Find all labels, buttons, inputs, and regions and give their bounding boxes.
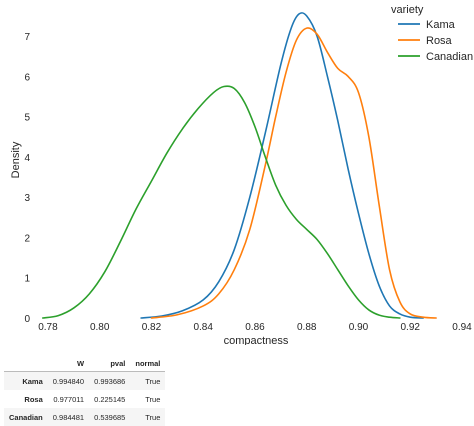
column-header-normal: normal bbox=[130, 355, 166, 372]
row-label: Kama bbox=[22, 376, 43, 386]
density-chart: 0 1 2 3 4 5 6 7 0.78 0.80 0.82 0.84 0.86 0.88 0.90 0.9… bbox=[10, 4, 473, 345]
cell-pval: 0.993686 bbox=[94, 376, 126, 386]
x-tick-label: 0.94 bbox=[452, 322, 472, 333]
table-header-row: W pval normal bbox=[4, 355, 166, 372]
cell-normal: True bbox=[145, 376, 161, 386]
x-tick-label: 0.90 bbox=[349, 322, 369, 333]
density-line-rosa bbox=[150, 27, 437, 319]
normality-table: W pval normal Kama 0.994840 0.993686 Tru… bbox=[4, 355, 166, 426]
legend-title: variety bbox=[391, 4, 424, 16]
row-label: Rosa bbox=[24, 394, 43, 404]
y-tick-label: 3 bbox=[24, 193, 30, 204]
density-line-kama bbox=[140, 12, 424, 319]
row-label: Canadian bbox=[9, 412, 43, 422]
legend-label-rosa: Rosa bbox=[426, 35, 453, 47]
cell-w: 0.984481 bbox=[52, 412, 85, 422]
y-tick-label: 7 bbox=[24, 32, 30, 43]
x-tick-label: 0.84 bbox=[193, 322, 213, 333]
cell-pval: 0.539685 bbox=[94, 412, 126, 422]
x-tick-label: 0.78 bbox=[38, 322, 58, 333]
y-tick-label: 1 bbox=[24, 274, 30, 285]
x-tick-label: 0.86 bbox=[245, 322, 265, 333]
y-tick-label: 2 bbox=[24, 233, 30, 244]
y-tick-label: 6 bbox=[24, 72, 30, 83]
column-header-w: W bbox=[47, 355, 90, 372]
table-row: Rosa 0.977011 0.225145 True bbox=[4, 390, 165, 408]
x-axis-ticks: 0.78 0.80 0.82 0.84 0.86 0.88 0.90 0.92 0.94 bbox=[38, 322, 472, 333]
y-tick-label: 5 bbox=[24, 113, 30, 124]
cell-normal: True bbox=[145, 412, 161, 422]
cell-w: 0.994840 bbox=[52, 376, 85, 386]
cell-normal: True bbox=[145, 394, 161, 404]
legend-label-kama: Kama bbox=[426, 19, 456, 31]
table-row: Canadian 0.984481 0.539685 True bbox=[4, 408, 166, 426]
x-axis-label: compactness bbox=[224, 335, 289, 345]
density-lines bbox=[41, 12, 437, 319]
cell-pval: 0.225145 bbox=[94, 394, 126, 404]
y-axis-ticks: 0 1 2 3 4 5 6 7 bbox=[24, 32, 30, 325]
y-tick-label: 4 bbox=[24, 153, 30, 164]
y-axis-label: Density bbox=[10, 141, 22, 178]
x-tick-label: 0.82 bbox=[142, 322, 162, 333]
column-header-pval: pval bbox=[89, 355, 131, 372]
x-tick-label: 0.80 bbox=[90, 322, 110, 333]
x-tick-label: 0.92 bbox=[401, 322, 421, 333]
density-line-canadian bbox=[41, 85, 401, 319]
legend: variety Kama Rosa Canadian bbox=[391, 4, 473, 63]
table-row: Kama 0.994840 0.993686 True bbox=[4, 371, 166, 390]
column-header bbox=[4, 355, 48, 372]
legend-label-canadian: Canadian bbox=[426, 51, 473, 63]
y-tick-label: 0 bbox=[24, 314, 30, 325]
x-tick-label: 0.88 bbox=[297, 322, 317, 333]
cell-w: 0.977011 bbox=[53, 394, 85, 404]
